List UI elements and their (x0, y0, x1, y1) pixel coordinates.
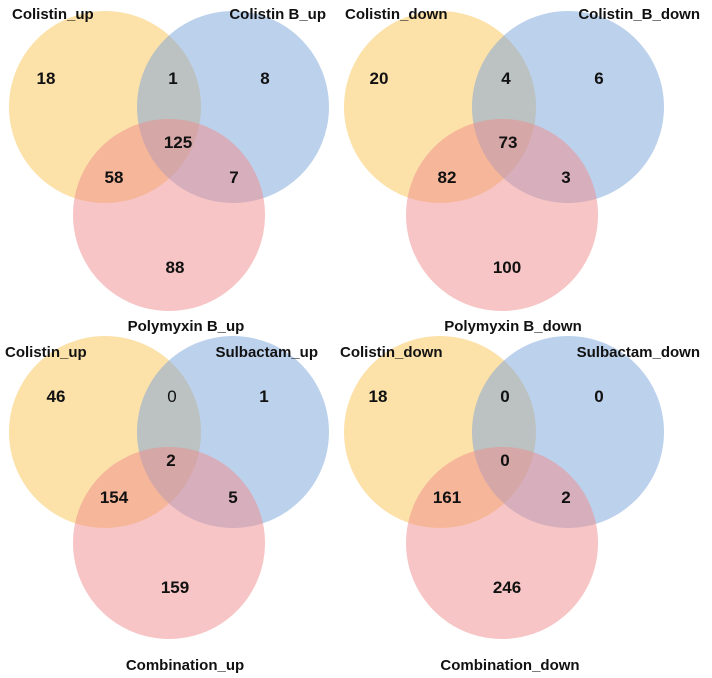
venn-diagram-colistin-sulbactam-up: Colistin_up Sulbactam_up Combination_up … (5, 336, 329, 674)
count-set-c-only: 100 (493, 258, 521, 277)
count-set-a-only: 46 (47, 387, 66, 406)
venn-circle-set-c (73, 447, 265, 639)
count-set-a-c: 58 (105, 168, 124, 187)
count-set-b-only: 0 (594, 387, 603, 406)
set-label-b: Sulbactam_down (577, 344, 700, 361)
count-set-c-only: 159 (161, 578, 189, 597)
set-label-b: Colistin_B_down (578, 6, 700, 23)
count-set-a-b-c: 125 (164, 133, 192, 152)
set-label-c: Polymyxin B_up (128, 318, 245, 335)
venn-diagram-colistin-sulbactam-down: Colistin_down Sulbactam_down Combination… (340, 336, 700, 674)
count-set-a-only: 18 (37, 69, 56, 88)
venn-circle-set-c (406, 447, 598, 639)
count-set-a-b-c: 73 (499, 133, 518, 152)
venn-circle-set-c (73, 119, 265, 311)
set-label-b: Sulbactam_up (215, 344, 318, 361)
count-set-b-only: 8 (260, 69, 269, 88)
count-set-c-only: 88 (166, 258, 185, 277)
count-set-b-c: 5 (228, 488, 237, 507)
venn-diagram-colistin-polymyxin-up: Colistin_up Colistin B_up Polymyxin B_up… (9, 6, 329, 335)
venn-diagram-colistin-polymyxin-down: Colistin_down Colistin_B_down Polymyxin … (344, 6, 700, 335)
count-set-b-c: 2 (561, 488, 570, 507)
set-label-c: Combination_down (440, 657, 579, 674)
count-set-a-b: 0 (500, 387, 509, 406)
count-set-b-only: 1 (259, 387, 268, 406)
count-set-a-b: 1 (168, 69, 177, 88)
count-set-a-b: 0 (167, 387, 176, 406)
count-set-c-only: 246 (493, 578, 521, 597)
count-set-b-c: 3 (561, 168, 570, 187)
set-label-c: Combination_up (126, 657, 244, 674)
set-label-a: Colistin_down (345, 6, 448, 23)
count-set-a-only: 20 (370, 69, 389, 88)
set-label-a: Colistin_down (340, 344, 443, 361)
count-set-a-b-c: 2 (166, 451, 175, 470)
set-label-a: Colistin_up (5, 344, 87, 361)
count-set-a-only: 18 (369, 387, 388, 406)
venn-circle-set-c (406, 119, 598, 311)
set-label-a: Colistin_up (12, 6, 94, 23)
count-set-b-only: 6 (594, 69, 603, 88)
count-set-a-c: 161 (433, 488, 461, 507)
count-set-a-b: 4 (501, 69, 511, 88)
set-label-c: Polymyxin B_down (444, 318, 582, 335)
count-set-a-c: 154 (100, 488, 129, 507)
count-set-a-b-c: 0 (500, 451, 509, 470)
count-set-a-c: 82 (438, 168, 457, 187)
set-label-b: Colistin B_up (229, 6, 326, 23)
count-set-b-c: 7 (229, 168, 238, 187)
